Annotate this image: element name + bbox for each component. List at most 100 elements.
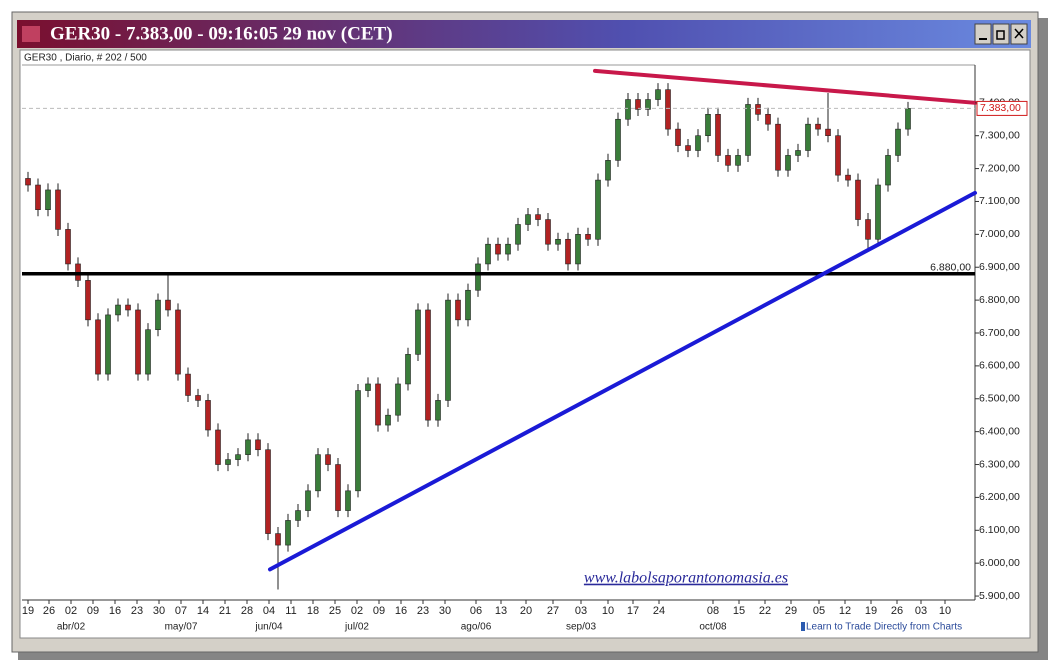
x-tick-label: 24 [653,605,665,617]
candle-body [245,439,251,455]
candle-body [265,449,271,534]
x-tick-label: 19 [22,605,34,617]
x-tick-label: 17 [627,605,639,617]
candle-body [55,189,61,230]
candle-body [695,135,701,151]
candle-body [535,214,541,220]
candle-body [785,155,791,171]
last-price-box [976,100,1028,116]
candle-body [595,179,601,240]
candle-body [905,108,911,130]
month-label: may/07 [165,622,198,633]
candle-body [565,238,571,265]
month-label: abr/02 [57,622,86,633]
candle-body [745,104,751,156]
x-tick-label: 26 [891,605,903,617]
candle-body [355,390,361,492]
candle-body [225,459,231,465]
candle-body [825,128,831,136]
candle-body [465,289,471,321]
candle-body [615,118,621,161]
x-tick-label: 03 [915,605,927,617]
y-tick-label: 5.900,00 [979,590,1020,602]
candle-body [35,184,41,210]
x-tick-label: 27 [547,605,559,617]
candle-body [185,373,191,396]
candle-body [45,189,51,210]
candle-body [285,520,291,546]
candle-body [85,280,91,321]
candle-body [395,383,401,416]
candle-body [65,229,71,265]
y-tick-label: 7.000,00 [979,228,1020,240]
candle-body [425,309,431,421]
month-label: jul/02 [344,622,369,633]
candle-body [875,184,881,240]
x-tick-label: 15 [733,605,745,617]
candle-body [305,490,311,511]
month-label: ago/06 [461,622,492,633]
y-tick-label: 6.100,00 [979,524,1020,536]
x-tick-label: 25 [329,605,341,617]
candle-body [605,160,611,181]
x-tick-label: 29 [785,605,797,617]
candle-body [325,454,331,465]
candle-body [765,114,771,125]
candle-body [445,299,451,401]
y-tick-label: 6.800,00 [979,294,1020,306]
y-tick-label: 6.000,00 [979,557,1020,569]
candle-body [635,99,641,110]
close-glyph [1014,28,1024,39]
candle-body [665,89,671,130]
x-tick-label: 06 [470,605,482,617]
candle-body [625,99,631,120]
candle-body [175,309,181,375]
x-tick-label: 07 [175,605,187,617]
minimize-button[interactable] [974,23,992,45]
trendline [268,190,977,572]
candle-body [485,243,491,265]
candle-body [525,214,531,225]
footer-link[interactable]: Learn to Trade Directly from Charts [806,622,962,633]
candle-body [495,243,501,255]
x-tick-label: 05 [813,605,825,617]
trendline [593,68,977,105]
candle-body [585,234,591,240]
restore-button[interactable] [992,23,1010,45]
x-tick-label: 18 [307,605,319,617]
support-label: 6.880,00 [930,262,971,274]
y-tick-label: 6.700,00 [979,327,1020,339]
candle-body [475,263,481,291]
watermark[interactable]: www.labolsaporantonomasia.es [584,570,788,587]
candle-body [795,150,801,156]
candle-body [575,234,581,265]
candle-body [155,299,161,331]
candle-body [835,135,841,176]
x-tick-label: 09 [87,605,99,617]
y-tick-label: 7.300,00 [979,129,1020,141]
candle-body [165,299,171,311]
candle-body [455,299,461,321]
x-tick-label: 20 [520,605,532,617]
candle-body [725,155,731,166]
candle-body [545,219,551,245]
x-tick-label: 30 [153,605,165,617]
chart-panel [19,49,1031,639]
month-label: oct/08 [699,622,727,633]
candle-body [655,89,661,100]
candle-body [125,304,131,311]
app-icon [22,26,40,42]
candle-body [275,533,281,546]
candle-body [675,128,681,146]
x-tick-label: 16 [109,605,121,617]
candle-body [375,383,381,426]
candle-body [255,439,261,451]
candle-body [295,510,301,521]
candle-body [25,178,31,186]
candle-body [135,309,141,375]
window-buttons[interactable] [974,23,1028,45]
candle-body [335,464,341,511]
candle-body [895,128,901,156]
candle-body [345,490,351,511]
